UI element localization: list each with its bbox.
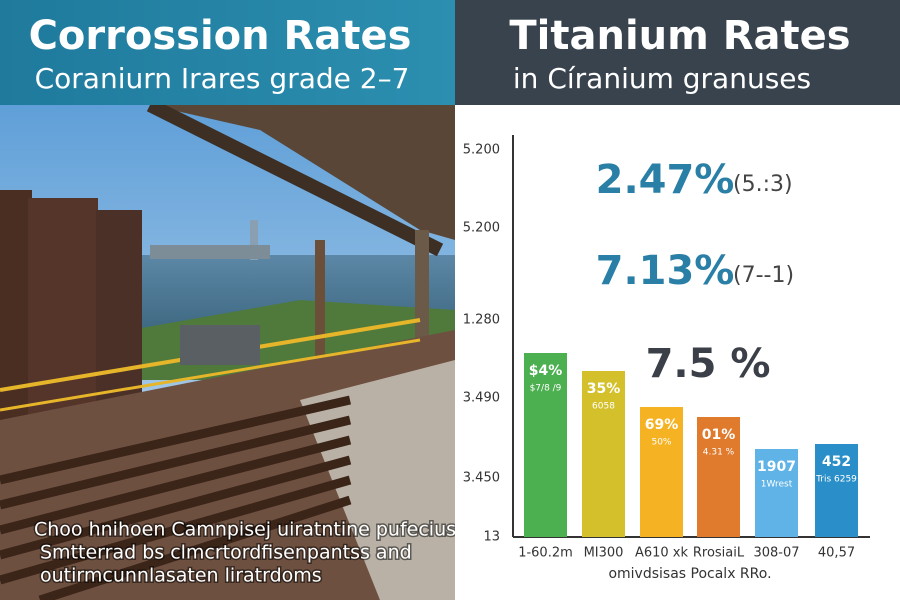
annotation: 2.47% — [596, 157, 735, 203]
bar-label: 1907 — [757, 459, 796, 475]
left-subtitle: Coraniurn Irares grade 2–7 — [35, 62, 410, 95]
axis-label: 5.200 — [463, 221, 500, 236]
axis-label: 13 — [483, 530, 500, 545]
bar-sublabel: 1Wrest — [761, 480, 793, 490]
photo — [0, 98, 455, 604]
axis-label: 3.490 — [463, 391, 500, 406]
category-label: 308-07 — [753, 546, 799, 561]
footer: omivdsisas Pocalx RRo. — [608, 566, 771, 582]
category-label: 1-60.2m — [518, 546, 573, 561]
category-label: 40,57 — [818, 546, 855, 561]
bar — [524, 353, 567, 537]
bar — [582, 371, 625, 537]
left-header — [0, 0, 455, 105]
bar-sublabel: $7/8 /9 — [530, 384, 562, 394]
annotation-note: (7-‑1) — [733, 263, 794, 288]
axis-label: 5.200 — [463, 143, 500, 158]
bar-label: $4% — [529, 363, 563, 379]
bar — [755, 449, 798, 537]
annotation: 7.13% — [596, 248, 735, 294]
left-title: Corrossion Rates — [29, 13, 412, 59]
annotation-note: (5.:3) — [733, 172, 793, 197]
caption-line: outirmcunnlasaten liratrdoms — [40, 565, 322, 587]
bar-label: 452 — [822, 454, 851, 470]
bar-label: 69% — [645, 417, 679, 433]
bar-sublabel: 50% — [651, 438, 671, 448]
right-header — [455, 0, 900, 105]
bar-sublabel: Tris 6259 — [815, 475, 857, 485]
annotation: 7.5 % — [646, 341, 771, 387]
bar-label: 35% — [587, 381, 621, 397]
category-label: MI300 — [584, 546, 624, 561]
category-label: A610 xk — [635, 546, 689, 561]
axis-label: 1.280 — [463, 313, 500, 328]
bar — [697, 417, 740, 537]
bar-sublabel: 4.31 % — [703, 448, 735, 458]
caption-line: Choo hnihoen Camnpisej uiratntine pufeci… — [34, 519, 456, 541]
bar-sublabel: 6058 — [592, 402, 615, 412]
right-subtitle: in Círanium granuses — [513, 62, 811, 95]
bar-label: 01% — [702, 427, 736, 443]
bar — [815, 444, 858, 537]
axis-label: 3.450 — [463, 471, 500, 486]
bar — [640, 407, 683, 537]
category-label: RrosiaiL — [693, 546, 745, 561]
caption-line: Smtterrad bs clmcrtordfisenpantss and — [40, 542, 412, 564]
right-title: Titanium Rates — [509, 13, 850, 59]
